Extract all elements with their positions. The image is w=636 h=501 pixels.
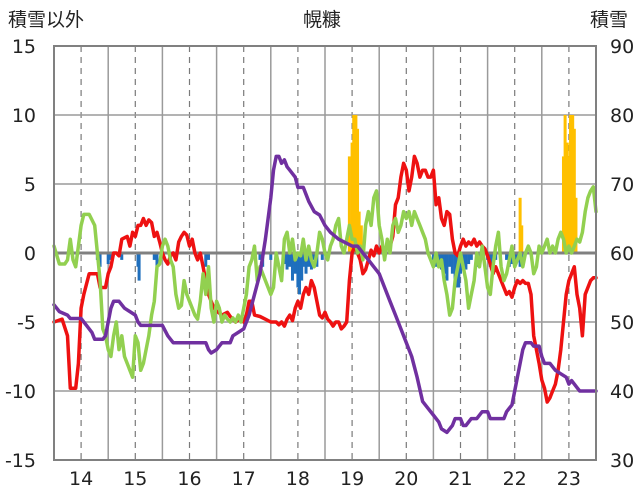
chart-title: 幌糠 <box>303 8 341 31</box>
plot-frame <box>53 45 597 461</box>
x-tick-label-4: 18 <box>286 468 310 490</box>
series-4-bar-44 <box>467 253 471 265</box>
series-4-bar-45 <box>469 253 473 260</box>
series-4-bar-34 <box>442 253 446 274</box>
series-4-bar-11 <box>206 253 210 260</box>
series-4-bar-21 <box>298 253 302 295</box>
left-y-tick-label-6: 15 <box>12 36 36 58</box>
series-4-bar-18 <box>290 253 294 281</box>
series-0-line <box>52 154 598 404</box>
series-4-bar-41 <box>459 253 462 274</box>
series-3-bar-14 <box>571 115 575 253</box>
series-3-bar-7 <box>518 197 522 253</box>
series-4-bar-12 <box>258 253 262 260</box>
series-3-bar-8 <box>520 225 524 253</box>
right-y-tick-label-3: 60 <box>610 243 634 265</box>
series-4-bar-52 <box>505 253 509 260</box>
left-y-tick-label-2: -5 <box>17 312 36 334</box>
right-y-tick-label-5: 80 <box>610 105 634 127</box>
left-y-tick-label-0: -15 <box>5 450 36 472</box>
left-y-tick-label-1: -10 <box>5 381 36 403</box>
series-1-line <box>52 185 598 379</box>
series-4-bar-22 <box>300 253 304 281</box>
series-4-bar-2 <box>106 253 110 265</box>
left-y-tick-label-4: 5 <box>24 174 36 196</box>
series-3-bar-2 <box>352 115 356 253</box>
series-3-bar-5 <box>357 211 361 253</box>
series-3-bar-6 <box>359 225 363 253</box>
series-4-bar-24 <box>304 253 308 274</box>
right-y-tick-labels: 30 40 50 60 70 80 90 <box>610 36 634 472</box>
right-axis-label: 積雪 <box>590 9 628 31</box>
right-y-tick-label-0: 30 <box>610 450 634 472</box>
series-3-bar-9 <box>561 156 565 253</box>
series-4-bar-8 <box>155 253 159 267</box>
x-tick-label-9: 23 <box>557 468 581 490</box>
right-y-tick-label-2: 50 <box>610 312 634 334</box>
series-3-bar-1 <box>350 142 354 253</box>
series-3-bar-10 <box>563 115 567 253</box>
series-4-bar-20 <box>296 253 300 288</box>
series-3-bar-11 <box>565 142 569 253</box>
x-tick-label-2: 16 <box>177 468 201 490</box>
series-3-bar-16 <box>574 197 578 253</box>
right-y-tick-label-1: 40 <box>610 381 634 403</box>
series-4-bar-36 <box>448 253 452 267</box>
series-3-bar-13 <box>569 115 573 253</box>
right-y-tick-label-6: 90 <box>610 36 634 58</box>
series-3-bar-0 <box>347 156 351 253</box>
series-4-bar-37 <box>450 253 454 274</box>
series-4-bar-14 <box>269 253 273 260</box>
series-4-bar-7 <box>152 253 156 260</box>
series-4-bar-1 <box>98 253 102 267</box>
series-4-bar-17 <box>288 253 292 267</box>
x-tick-label-1: 15 <box>123 468 147 490</box>
series-4-bar-23 <box>301 253 305 267</box>
x-tick-label-5: 19 <box>340 468 364 490</box>
series-2-line <box>52 154 598 435</box>
x-tick-label-6: 20 <box>394 468 418 490</box>
series-4-bar-29 <box>320 253 324 260</box>
series-4-bar-16 <box>285 253 289 270</box>
x-tick-label-7: 21 <box>448 468 472 490</box>
series-4-bar-35 <box>445 253 449 281</box>
series-4-bar-30 <box>431 253 435 260</box>
left-axis-label: 積雪以外 <box>8 9 84 31</box>
series-3-bar-3 <box>354 115 358 253</box>
y-gridlines <box>54 114 596 392</box>
series-3-bar-12 <box>567 156 571 253</box>
series-4-bar-38 <box>453 253 457 281</box>
right-y-tick-label-4: 70 <box>610 174 634 196</box>
series-4-bar-43 <box>464 253 468 270</box>
series-4-bar-19 <box>293 253 297 274</box>
series-3-bar-15 <box>572 128 576 253</box>
series-4-bar-6 <box>137 253 141 281</box>
x-tick-labels: 14 15 16 17 18 19 20 21 22 23 <box>69 468 581 490</box>
series-4-bar-3 <box>109 253 113 260</box>
lines-layer <box>52 154 598 435</box>
left-y-tick-label-5: 10 <box>12 105 36 127</box>
series-3-bar-4 <box>356 128 360 253</box>
series-4-bar-10 <box>204 253 208 267</box>
series-4-bar-27 <box>312 253 316 260</box>
series-4-bar-25 <box>307 253 311 267</box>
x-tick-label-3: 17 <box>232 468 256 490</box>
left-y-tick-label-3: 0 <box>24 243 36 265</box>
x-tick-label-8: 22 <box>503 468 527 490</box>
x-tick-label-0: 14 <box>69 468 93 490</box>
series-4-bar-4 <box>120 253 124 260</box>
left-y-tick-labels: -15 -10 -5 0 5 10 15 <box>5 36 36 472</box>
